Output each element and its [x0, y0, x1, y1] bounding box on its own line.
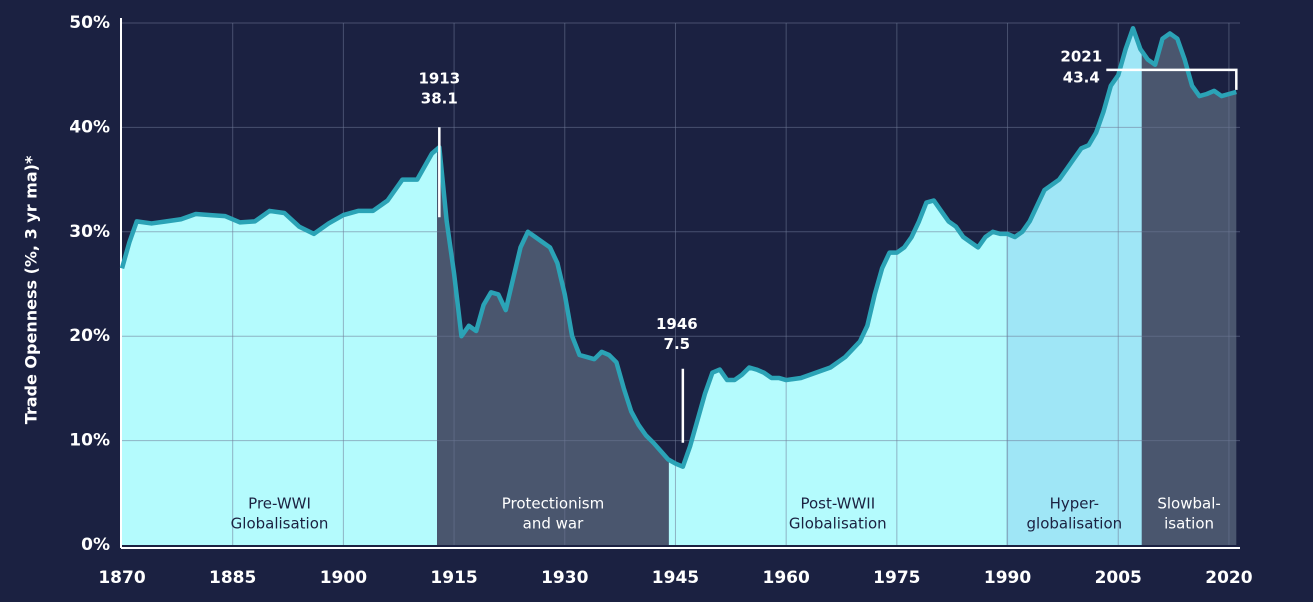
region-label: Slowbal- — [1157, 495, 1220, 513]
x-tick-label: 1975 — [873, 568, 920, 588]
region-label: globalisation — [1027, 515, 1123, 533]
y-tick-label: 40% — [69, 117, 110, 137]
y-tick-label: 0% — [81, 535, 110, 555]
region-label: Globalisation — [789, 515, 887, 533]
annotation-value: 7.5 — [664, 335, 691, 353]
region-label: Protectionism — [502, 495, 604, 513]
x-tick-label: 1870 — [98, 568, 145, 588]
annotation-value: 38.1 — [421, 90, 458, 108]
region-area — [437, 147, 669, 545]
annotation-year: 2021 — [1060, 47, 1102, 65]
region-label: Hyper- — [1050, 495, 1100, 513]
annotation-year: 1913 — [418, 70, 460, 88]
x-tick-label: 2005 — [1095, 568, 1142, 588]
x-tick-label: 1885 — [209, 568, 256, 588]
region-area — [1006, 28, 1142, 546]
region-label: Globalisation — [231, 515, 329, 533]
y-tick-label: 50% — [69, 13, 110, 33]
trade-line — [119, 25, 1237, 469]
y-tick-label: 10% — [69, 431, 110, 451]
annotation-value: 43.4 — [1063, 68, 1100, 86]
annotation-year: 1946 — [656, 315, 698, 333]
region-area — [122, 149, 438, 545]
y-tick-label: 30% — [69, 222, 110, 242]
region-label: isation — [1164, 515, 1214, 533]
region-label: Pre-WWI — [248, 495, 311, 513]
region-area — [1141, 33, 1237, 545]
annotation-line — [1106, 68, 1238, 90]
y-axis-title: Trade Openness (%, 3 yr ma)* — [22, 155, 41, 424]
x-tick-label: 1960 — [762, 568, 809, 588]
region-area — [668, 200, 1007, 546]
x-tick-label: 1945 — [652, 568, 699, 588]
region-label: Post-WWII — [800, 495, 875, 513]
region-label: and war — [523, 515, 584, 533]
x-tick-label: 1990 — [984, 568, 1031, 588]
x-tick-label: 1915 — [430, 568, 477, 588]
x-tick-label: 1930 — [541, 568, 588, 588]
x-tick-label: 2020 — [1205, 568, 1252, 588]
x-tick-label: 1900 — [320, 568, 367, 588]
y-tick-label: 20% — [69, 326, 110, 346]
